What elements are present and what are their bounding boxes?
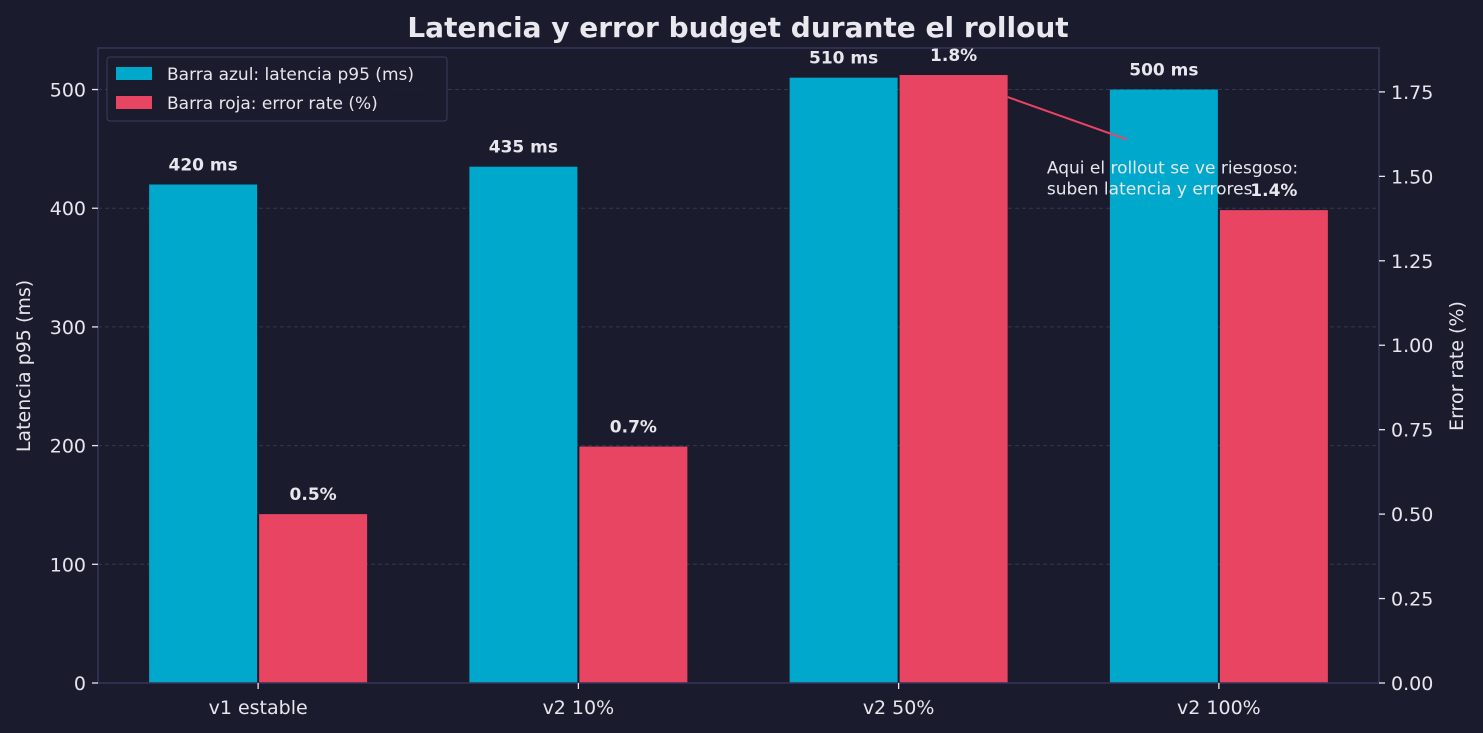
right-tick-label: 1.25 [1391,251,1433,273]
left-tick-label: 400 [50,198,86,220]
error-rate-bar [579,446,688,683]
data-labels: 420 ms 435 ms 510 ms 500 ms 0.5% 0.7% 1.8% 1.4% [169,46,1298,505]
legend-swatch-error-rate [116,96,152,109]
annotation-text-line-1: Aqui el rollout se ve riesgoso: [1047,158,1298,178]
error-rate-data-label: 1.4% [1250,181,1297,201]
x-tick-label: v1 estable [209,697,308,719]
legend-label-error-rate: Barra roja: error rate (%) [167,94,378,114]
error-rate-data-label: 0.7% [610,418,657,438]
annotation: Aqui el rollout se ve riesgoso: suben la… [1007,96,1298,199]
right-tick-label: 0.25 [1391,589,1433,611]
right-tick-label: 0.00 [1391,673,1433,695]
legend-swatch-latency [116,67,152,80]
latency-data-label: 420 ms [169,155,238,175]
right-tick-label: 0.75 [1391,420,1433,442]
left-tick-label: 100 [50,554,86,576]
error-rate-data-label: 0.5% [290,485,337,505]
latency-data-label: 435 ms [489,138,558,158]
right-tick-label: 1.50 [1391,166,1433,188]
error-rate-bar [899,75,1008,683]
error-rate-data-label: 1.8% [930,46,977,66]
latency-data-label: 510 ms [809,49,878,69]
plot-frame [97,47,1380,684]
latency-bar [1109,89,1218,683]
annotation-text-line-2: suben latencia y errores [1047,179,1253,199]
error-rate-bar [259,514,368,683]
x-tick-label: v2 50% [863,697,935,719]
latency-data-label: 500 ms [1129,61,1198,81]
latency-bar [149,184,258,683]
left-tick-label: 500 [50,80,86,102]
left-axis: 0 100 200 300 400 500 [50,80,98,695]
left-tick-label: 0 [74,673,86,695]
x-tick-label: v2 10% [543,697,615,719]
right-tick-label: 0.50 [1391,504,1433,526]
x-tick-label: v2 100% [1177,697,1261,719]
legend-box [106,56,448,122]
x-axis: v1 estable v2 10% v2 50% v2 100% [209,683,1261,719]
right-axis: 0.00 0.25 0.50 0.75 1.00 1.25 1.50 1.75 [1379,82,1433,695]
latency-bar [789,77,898,683]
legend: Barra azul: latencia p95 (ms) Barra roja… [106,56,448,122]
error-rate-bar [1219,210,1328,683]
annotation-arrow [1007,96,1128,141]
right-tick-label: 1.00 [1391,335,1433,357]
latency-bar [469,166,578,683]
left-tick-label: 200 [50,436,86,458]
right-tick-label: 1.75 [1391,82,1433,104]
bars [149,75,1328,683]
chart-title: Latencia y error budget durante el rollo… [407,11,1068,44]
y-axis-label-left: Latencia p95 (ms) [13,280,35,452]
legend-label-latency: Barra azul: latencia p95 (ms) [167,65,414,85]
left-tick-label: 300 [50,317,86,339]
y-axis-label-right: Error rate (%) [1446,301,1468,431]
